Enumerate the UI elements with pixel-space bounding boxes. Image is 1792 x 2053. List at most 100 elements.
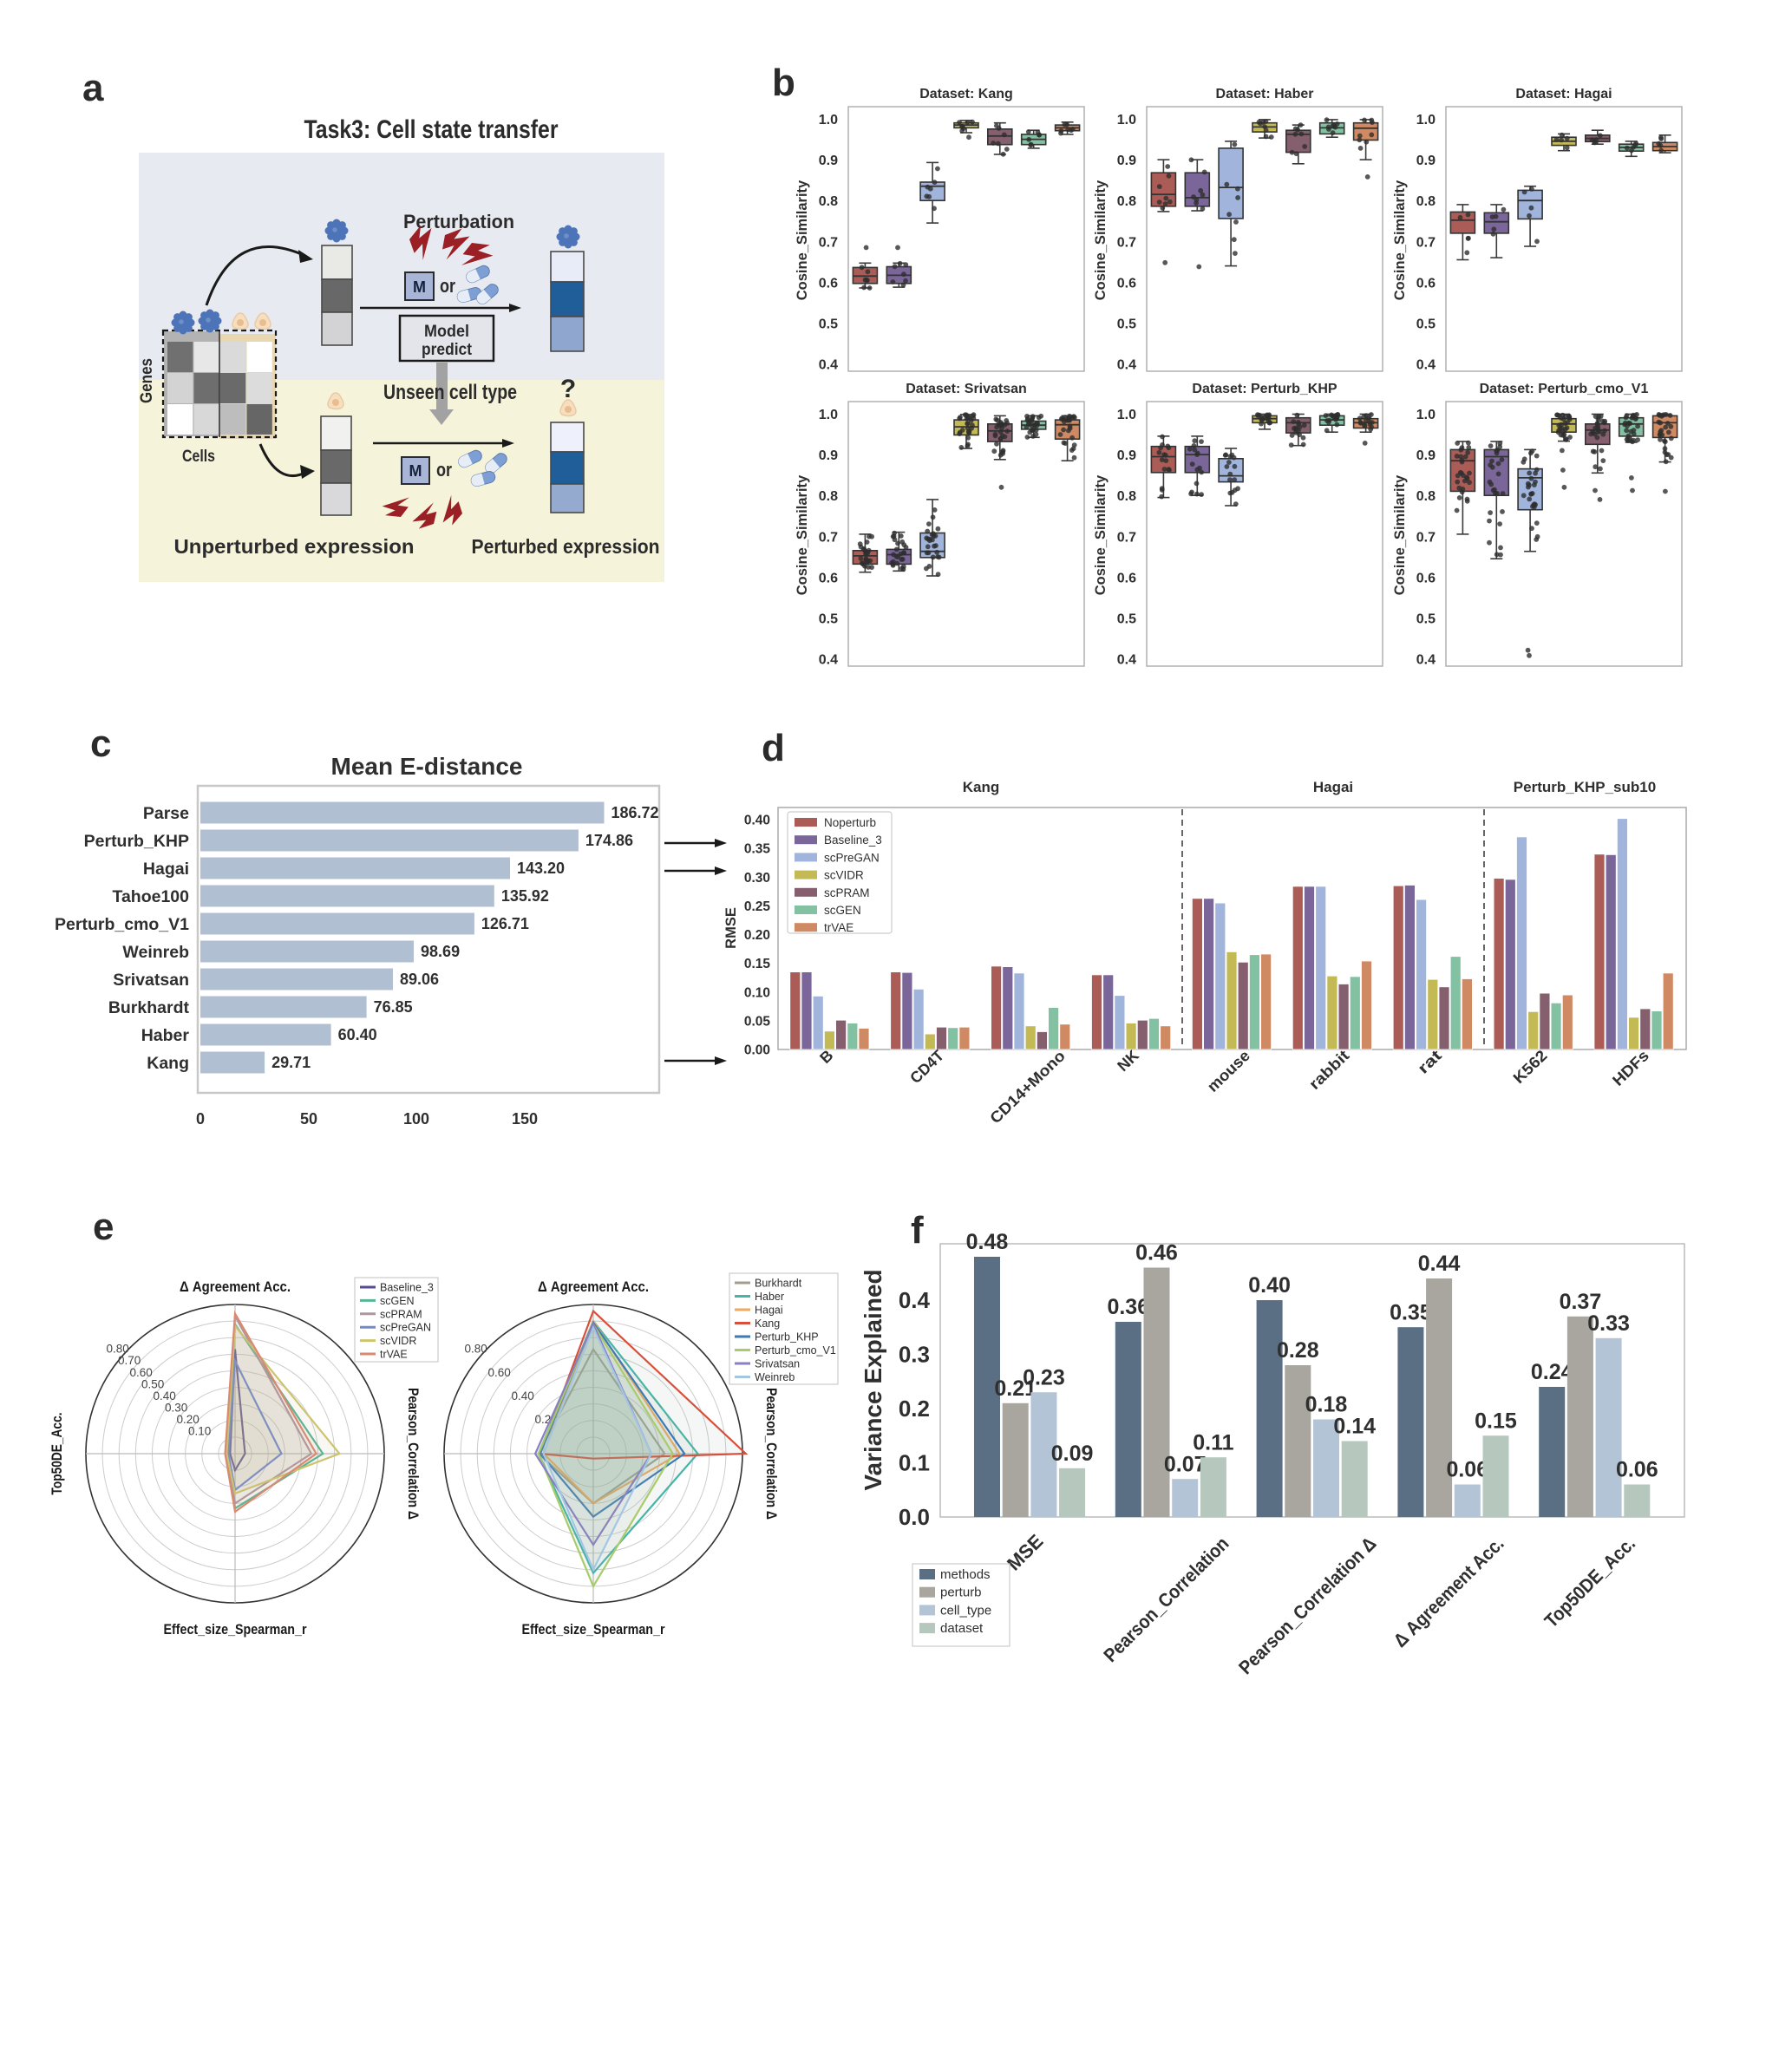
svg-text:0.20: 0.20: [177, 1413, 199, 1426]
svg-text:dataset: dataset: [940, 1621, 984, 1636]
svg-text:98.69: 98.69: [421, 943, 460, 960]
svg-text:Variance Explained: Variance Explained: [860, 1269, 886, 1490]
svg-text:Effect_size_Spearman_r: Effect_size_Spearman_r: [164, 1621, 307, 1638]
svg-text:0.14: 0.14: [1333, 1415, 1376, 1439]
svg-text:0.05: 0.05: [744, 1014, 771, 1029]
svg-text:0.9: 0.9: [1117, 448, 1136, 463]
svg-text:Hagai: Hagai: [1313, 779, 1353, 795]
svg-text:0.30: 0.30: [744, 871, 770, 886]
svg-text:0.15: 0.15: [744, 957, 771, 971]
svg-text:0.18: 0.18: [1305, 1393, 1348, 1417]
svg-text:0.9: 0.9: [1416, 448, 1436, 463]
svg-text:Dataset: Perturb_KHP: Dataset: Perturb_KHP: [1192, 382, 1337, 396]
svg-text:Haber: Haber: [755, 1291, 784, 1303]
svg-text:d: d: [762, 727, 785, 769]
svg-text:Cosine_Similarity: Cosine_Similarity: [1093, 180, 1109, 300]
svg-text:Genes: Genes: [138, 358, 156, 403]
svg-text:Baseline_3: Baseline_3: [824, 834, 882, 847]
svg-text:0.8: 0.8: [1117, 194, 1136, 209]
svg-text:1.0: 1.0: [819, 113, 838, 127]
svg-text:Unseen cell type: Unseen cell type: [383, 381, 517, 404]
svg-text:Dataset: Haber: Dataset: Haber: [1216, 87, 1314, 101]
svg-text:RMSE: RMSE: [723, 907, 739, 949]
svg-text:143.20: 143.20: [517, 860, 565, 877]
svg-text:Perturb_KHP_sub10: Perturb_KHP_sub10: [1514, 779, 1656, 795]
svg-text:0.15: 0.15: [1475, 1409, 1517, 1433]
svg-text:0.9: 0.9: [819, 154, 838, 168]
svg-text:predict: predict: [422, 341, 473, 359]
svg-text:1.0: 1.0: [819, 408, 838, 422]
svg-text:cell_type: cell_type: [940, 1603, 991, 1618]
svg-text:29.71: 29.71: [271, 1054, 311, 1071]
svg-text:0.8: 0.8: [1416, 489, 1436, 504]
svg-text:scPRAM: scPRAM: [380, 1308, 422, 1320]
svg-text:1.0: 1.0: [1416, 113, 1436, 127]
svg-text:Tahoe100: Tahoe100: [112, 887, 189, 906]
svg-text:Dataset: Hagai: Dataset: Hagai: [1515, 87, 1612, 101]
svg-text:0.4: 0.4: [1117, 358, 1136, 373]
svg-text:Perturbation: Perturbation: [403, 211, 514, 232]
svg-text:0.9: 0.9: [1416, 154, 1436, 168]
svg-text:Perturbed expression: Perturbed expression: [472, 535, 660, 558]
svg-text:0.40: 0.40: [512, 1389, 534, 1402]
svg-text:a: a: [82, 67, 104, 109]
svg-text:Cosine_Similarity: Cosine_Similarity: [1093, 474, 1109, 595]
svg-text:0.6: 0.6: [1416, 571, 1436, 585]
svg-text:0.4: 0.4: [819, 653, 838, 668]
svg-text:Dataset: Perturb_cmo_V1: Dataset: Perturb_cmo_V1: [1480, 382, 1649, 396]
svg-text:0.4: 0.4: [1117, 653, 1136, 668]
svg-text:or: or: [436, 459, 452, 481]
svg-text:0.6: 0.6: [819, 276, 838, 291]
svg-text:0.60: 0.60: [487, 1366, 510, 1379]
svg-text:126.71: 126.71: [481, 915, 529, 932]
svg-text:0: 0: [196, 1110, 205, 1128]
svg-text:0.7: 0.7: [1117, 530, 1136, 545]
svg-text:scPRAM: scPRAM: [824, 886, 870, 899]
svg-text:174.86: 174.86: [585, 832, 633, 849]
svg-text:?: ?: [560, 375, 576, 403]
svg-text:scPreGAN: scPreGAN: [380, 1322, 431, 1334]
svg-text:Noperturb: Noperturb: [824, 816, 876, 829]
svg-text:Parse: Parse: [143, 804, 189, 823]
svg-text:Dataset: Srivatsan: Dataset: Srivatsan: [906, 382, 1027, 396]
svg-text:Perturb_KHP: Perturb_KHP: [755, 1331, 819, 1344]
svg-text:0.36: 0.36: [1107, 1295, 1149, 1319]
svg-text:0.25: 0.25: [744, 899, 771, 914]
svg-text:Kang: Kang: [147, 1054, 189, 1073]
svg-text:0.07: 0.07: [1164, 1452, 1207, 1476]
svg-text:100: 100: [403, 1110, 429, 1128]
svg-text:0.4: 0.4: [819, 358, 838, 373]
svg-text:0.4: 0.4: [1416, 653, 1436, 668]
svg-text:perturb: perturb: [940, 1586, 982, 1600]
svg-text:0.37: 0.37: [1560, 1290, 1602, 1314]
svg-text:89.06: 89.06: [400, 971, 439, 988]
svg-text:0.10: 0.10: [188, 1424, 211, 1437]
svg-text:methods: methods: [940, 1567, 991, 1582]
svg-text:Cosine_Similarity: Cosine_Similarity: [795, 474, 810, 595]
svg-text:trVAE: trVAE: [380, 1349, 408, 1361]
svg-text:0.8: 0.8: [819, 194, 838, 209]
svg-text:Cosine_Similarity: Cosine_Similarity: [1392, 180, 1408, 300]
svg-text:0.50: 0.50: [141, 1377, 164, 1390]
svg-text:0.7: 0.7: [1416, 235, 1436, 250]
svg-text:0.5: 0.5: [819, 612, 838, 627]
svg-text:0.4: 0.4: [1416, 358, 1436, 373]
svg-text:c: c: [90, 722, 111, 765]
svg-text:0.7: 0.7: [819, 235, 838, 250]
svg-text:1.0: 1.0: [1117, 408, 1136, 422]
svg-text:0.5: 0.5: [819, 317, 838, 332]
svg-text:0.8: 0.8: [1416, 194, 1436, 209]
svg-text:0.2: 0.2: [899, 1396, 930, 1422]
svg-text:150: 150: [512, 1110, 538, 1128]
svg-text:scVIDR: scVIDR: [380, 1335, 416, 1347]
svg-text:Δ Agreement Acc.: Δ Agreement Acc.: [538, 1278, 649, 1295]
svg-text:scPreGAN: scPreGAN: [824, 851, 880, 864]
svg-text:scGEN: scGEN: [824, 904, 861, 917]
svg-text:0.7: 0.7: [1416, 530, 1436, 545]
svg-text:0.20: 0.20: [744, 928, 770, 943]
svg-text:0.35: 0.35: [1390, 1300, 1432, 1324]
svg-text:0.7: 0.7: [819, 530, 838, 545]
svg-text:Model: Model: [424, 323, 469, 341]
svg-text:Hagai: Hagai: [143, 860, 189, 879]
svg-text:Hagai: Hagai: [755, 1304, 783, 1317]
